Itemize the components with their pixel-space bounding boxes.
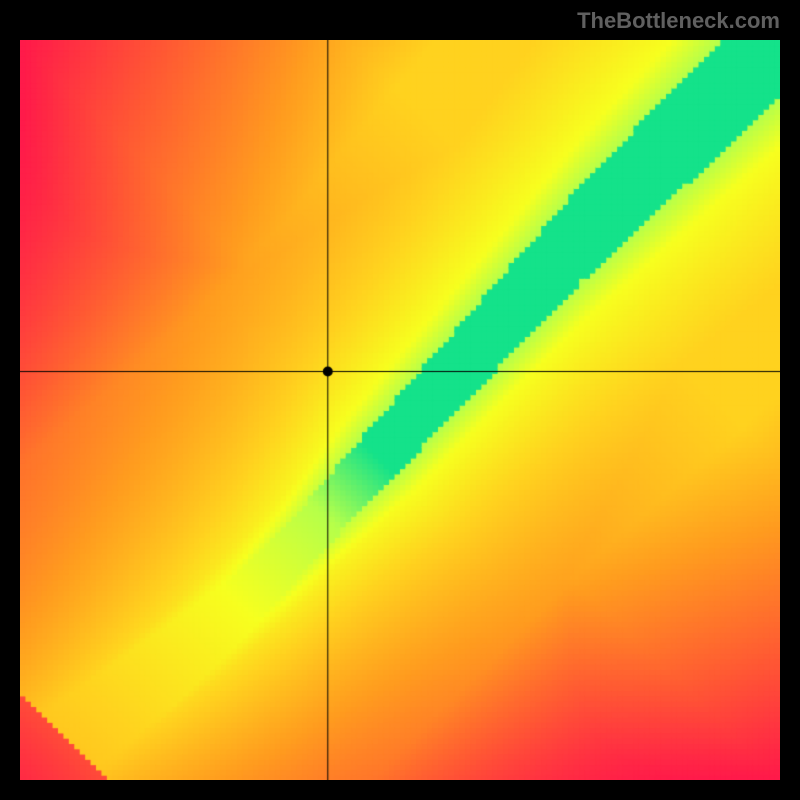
bottleneck-heatmap xyxy=(20,40,780,780)
chart-container: TheBottleneck.com xyxy=(0,0,800,800)
page-title: TheBottleneck.com xyxy=(577,8,780,34)
